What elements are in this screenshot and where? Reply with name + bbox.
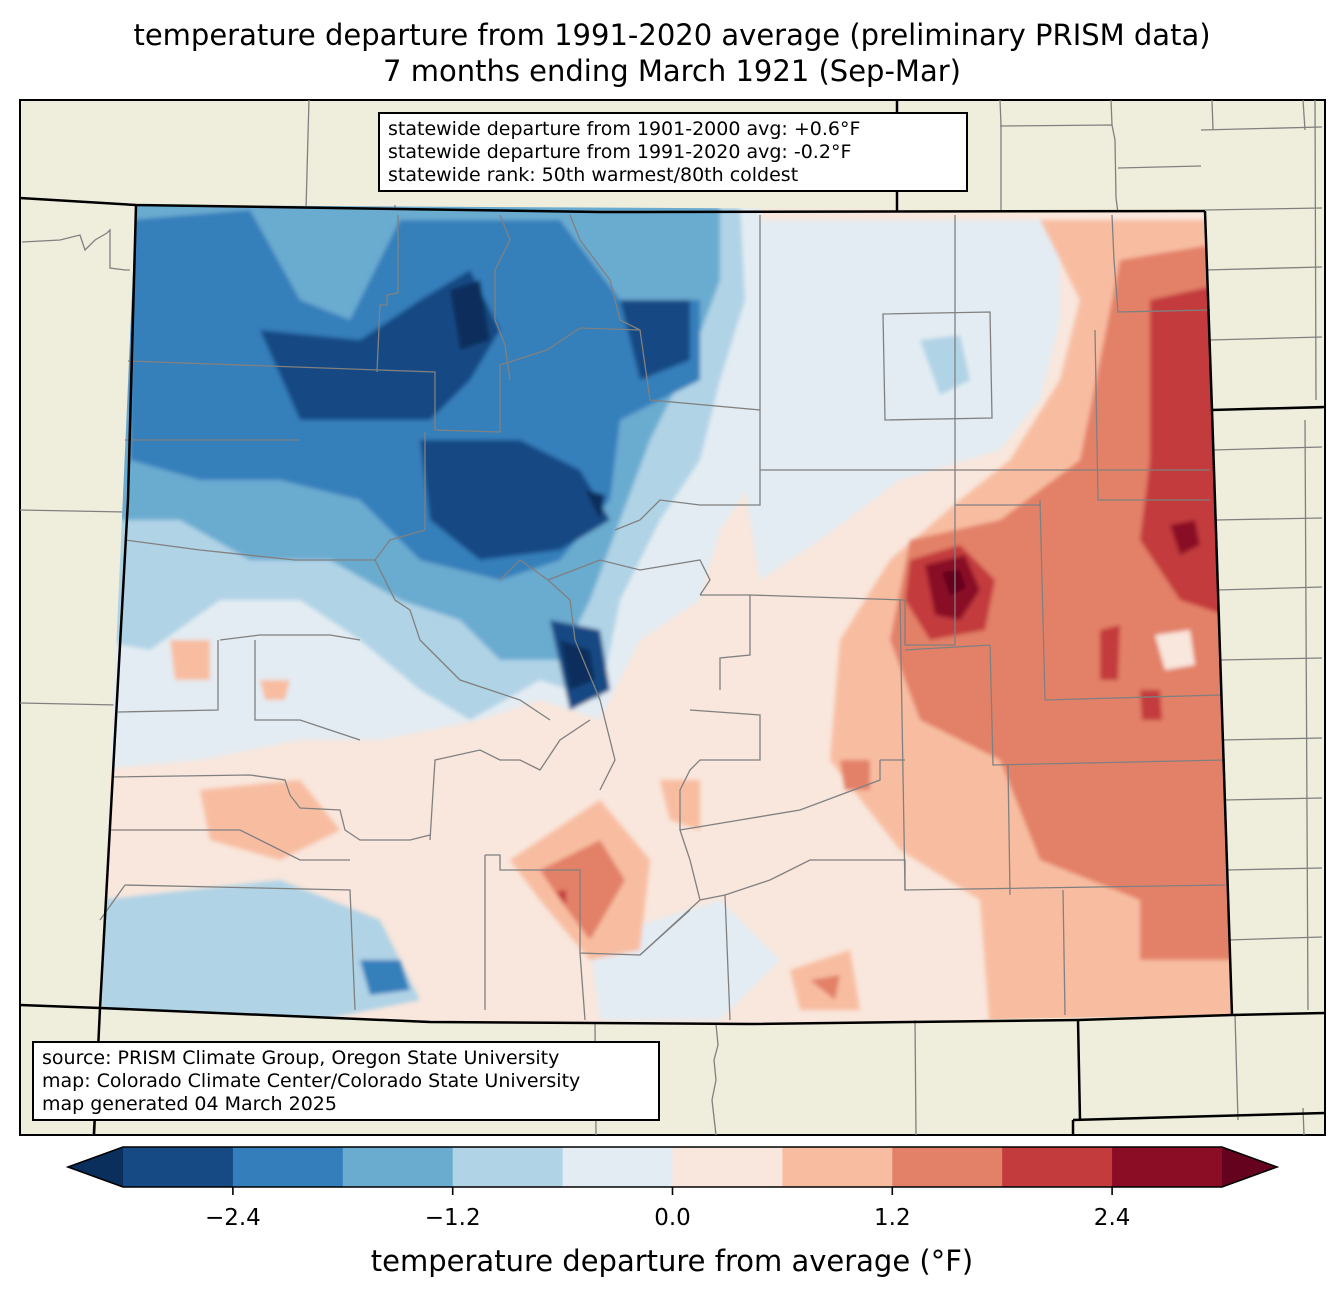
map-title: temperature departure from 1991-2020 ave… bbox=[133, 18, 1211, 52]
colorbar-tick-label: 2.4 bbox=[1093, 1205, 1131, 1231]
colorbar-bin bbox=[892, 1147, 1003, 1187]
statewide-stats-box: statewide departure from 1901-2000 avg: … bbox=[378, 112, 968, 192]
colorbar-bin bbox=[123, 1147, 234, 1187]
colorbar-bin bbox=[232, 1147, 344, 1187]
colorbar-tick-label: −1.2 bbox=[424, 1205, 481, 1231]
map-subtitle: 7 months ending March 1921 (Sep-Mar) bbox=[383, 54, 961, 88]
neighbor-county-lines bbox=[19, 99, 1323, 1136]
colorbar-tick-label: −2.4 bbox=[204, 1205, 261, 1231]
colorbar-bin bbox=[452, 1147, 564, 1187]
stat-departure-1901-2000: statewide departure from 1901-2000 avg: … bbox=[388, 118, 861, 140]
generated-date: map generated 04 March 2025 bbox=[42, 1093, 337, 1115]
source-box: source: PRISM Climate Group, Oregon Stat… bbox=[32, 1041, 660, 1121]
stat-rank: statewide rank: 50th warmest/80th coldes… bbox=[388, 164, 799, 186]
colorbar-bin bbox=[782, 1147, 893, 1187]
colorbar-tick-label: 1.2 bbox=[874, 1205, 911, 1231]
colorbar-over-extend bbox=[1222, 1147, 1277, 1187]
map-credit: map: Colorado Climate Center/Colorado St… bbox=[42, 1070, 581, 1092]
colorbar-outline bbox=[65, 1146, 1280, 1188]
colorbar-bin bbox=[342, 1147, 454, 1187]
colorbar-label: temperature departure from average (°F) bbox=[370, 1244, 974, 1278]
stat-departure-1991-2020: statewide departure from 1991-2020 avg: … bbox=[388, 141, 852, 163]
source-credit: source: PRISM Climate Group, Oregon Stat… bbox=[42, 1047, 560, 1069]
state-borders bbox=[19, 100, 1326, 1136]
colorbar bbox=[65, 1146, 1280, 1195]
county-lines bbox=[99, 205, 1226, 1021]
colorbar-tick-label: 0.0 bbox=[654, 1205, 691, 1231]
colorbar-bin bbox=[1002, 1147, 1113, 1187]
temperature-contours bbox=[100, 205, 1232, 1024]
colorbar-under-extend bbox=[68, 1147, 123, 1187]
colorbar-bin bbox=[1112, 1147, 1223, 1187]
colorbar-bin bbox=[562, 1147, 673, 1187]
colorbar-bin bbox=[672, 1147, 783, 1187]
